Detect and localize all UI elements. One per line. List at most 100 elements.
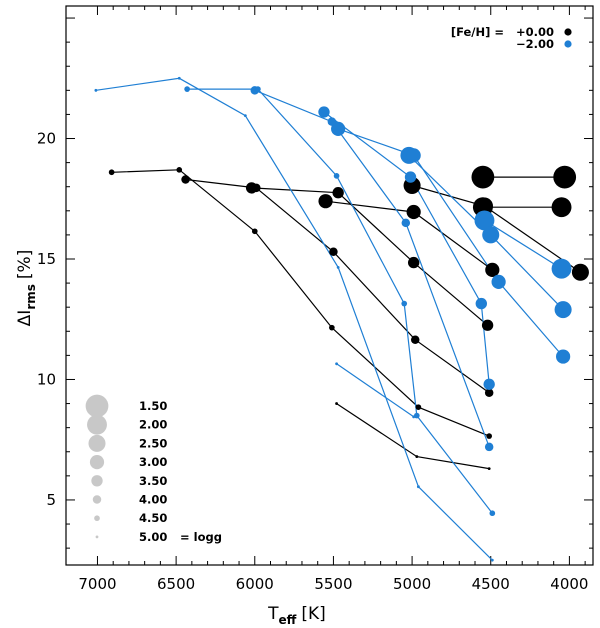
series-line — [111, 169, 490, 437]
data-point — [251, 228, 258, 235]
logg-legend-marker — [89, 455, 105, 470]
data-point — [404, 171, 417, 183]
logg-legend-marker — [88, 434, 106, 452]
logg-legend-marker — [94, 515, 100, 522]
logg-legend-marker — [87, 414, 107, 435]
data-point — [551, 258, 572, 279]
data-point — [406, 148, 421, 163]
data-point — [556, 349, 571, 364]
data-point — [318, 106, 330, 118]
data-point — [484, 388, 494, 397]
metallicity-legend-marker-solar — [564, 28, 572, 36]
axis-ticks — [66, 6, 593, 565]
series-line — [251, 187, 488, 326]
data-point — [318, 194, 333, 209]
data-point — [554, 301, 572, 319]
logg-legend-marker — [85, 394, 109, 418]
x-axis-title: Teff [K] — [267, 604, 326, 627]
data-point — [410, 335, 420, 344]
logg-legend-label: 4.50 — [139, 511, 167, 525]
logg-legend-label: 1.50 — [139, 399, 167, 413]
series-lines — [95, 77, 581, 561]
data-point — [176, 167, 183, 173]
data-point — [327, 117, 337, 126]
data-point — [329, 324, 335, 331]
data-point — [336, 266, 340, 269]
metallicity-legend-value-solar: +0.00 — [516, 25, 554, 39]
logg-legend-label: 4.00 — [139, 493, 167, 507]
metallicity-legend-label: [Fe/H] = — [451, 25, 504, 39]
data-point — [571, 263, 589, 281]
data-point — [252, 183, 261, 193]
y-tick-labels: 5 10 15 20 — [37, 130, 56, 509]
logg-legend: 1.50 2.00 2.50 3.00 3.50 4.00 4.50 5.00 = logg — [85, 394, 222, 544]
data-point — [255, 86, 261, 92]
plot-area — [65, 5, 594, 566]
data-point — [184, 86, 190, 92]
x-tick-label: 5000 — [393, 575, 431, 593]
data-point — [332, 187, 344, 199]
data-point — [415, 455, 419, 458]
data-point — [407, 256, 420, 269]
logg-legend-suffix: = logg — [180, 530, 222, 544]
metallicity-legend-marker-metal-poor — [564, 40, 572, 48]
data-point — [177, 76, 181, 80]
y-tick-label: 5 — [46, 491, 56, 509]
series-line — [254, 89, 490, 448]
series-points — [94, 76, 589, 562]
logg-legend-marker — [95, 535, 99, 539]
data-point — [484, 442, 494, 452]
logg-legend-marker — [91, 475, 103, 487]
x-tick-label: 7000 — [78, 575, 116, 593]
data-point — [551, 197, 572, 218]
logg-legend-label: 5.00 — [139, 530, 167, 544]
data-point — [474, 210, 495, 231]
data-point — [94, 88, 98, 92]
x-tick-label: 5500 — [314, 575, 352, 593]
series-line — [95, 77, 493, 561]
data-point — [481, 319, 494, 331]
series-line — [336, 403, 490, 470]
logg-legend-label: 2.00 — [139, 418, 167, 432]
data-point — [413, 412, 420, 419]
y-tick-label: 10 — [37, 370, 56, 388]
data-point — [401, 300, 408, 307]
plot-frame — [65, 5, 594, 566]
data-point — [331, 121, 346, 136]
logg-legend-label: 3.00 — [139, 455, 167, 469]
data-point — [401, 218, 411, 228]
data-point — [489, 510, 496, 517]
y-tick-label: 20 — [37, 130, 56, 148]
logg-legend-label: 3.50 — [139, 474, 167, 488]
logg-legend-label: 2.50 — [139, 436, 167, 450]
data-point — [482, 226, 500, 244]
x-tick-label: 4000 — [550, 575, 588, 593]
data-point — [335, 362, 338, 366]
series-line — [338, 128, 564, 357]
data-point — [475, 197, 493, 215]
data-point — [406, 204, 421, 220]
data-point — [329, 247, 338, 257]
data-point — [416, 485, 420, 489]
x-tick-label: 6500 — [157, 575, 195, 593]
data-point — [553, 165, 577, 189]
data-point — [181, 175, 190, 184]
metallicity-legend-value-metal-poor: −2.00 — [516, 37, 554, 51]
metallicity-legend: [Fe/H] = +0.00 −2.00 — [451, 25, 572, 51]
data-point — [243, 114, 247, 118]
data-point — [333, 173, 340, 179]
data-point — [490, 558, 494, 562]
data-point — [415, 404, 422, 411]
data-point — [486, 433, 492, 439]
series-line — [484, 219, 562, 270]
data-point — [491, 274, 506, 289]
x-tick-label: 6000 — [236, 575, 274, 593]
data-point — [483, 378, 495, 390]
x-tick-label: 4500 — [472, 575, 510, 593]
data-point — [335, 402, 338, 405]
x-tick-labels: 7000 6500 6000 5500 5000 4500 4000 — [78, 575, 588, 593]
y-tick-label: 15 — [37, 250, 56, 268]
data-point — [471, 165, 495, 189]
data-point — [108, 169, 115, 176]
